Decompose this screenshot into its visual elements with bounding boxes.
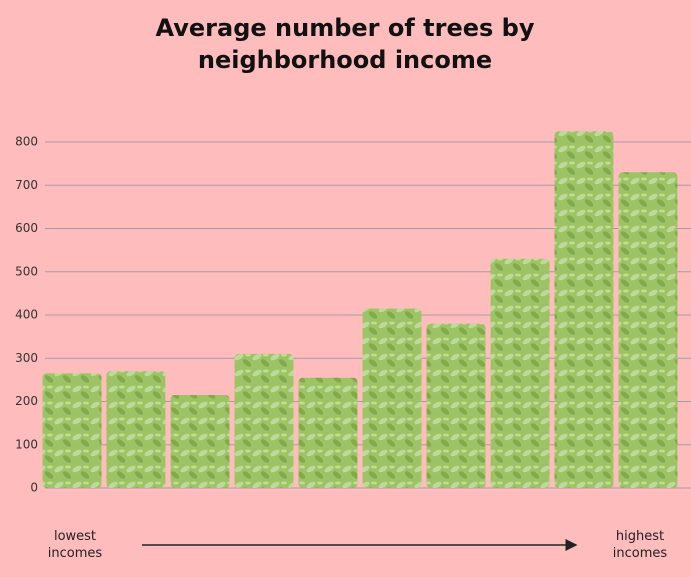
y-tick-label: 700	[15, 178, 38, 192]
bar	[554, 131, 614, 488]
y-tick-label: 600	[15, 221, 38, 235]
annotation: highest incomes	[612, 529, 668, 561]
chart-title: Average number of trees by neighborhood …	[155, 14, 535, 74]
bar	[362, 308, 422, 488]
annotation: lowest incomes	[47, 529, 103, 561]
bar	[490, 258, 550, 488]
bar	[298, 377, 358, 488]
y-tick-label: 800	[15, 135, 38, 149]
y-tick-label: 200	[15, 394, 38, 408]
bar	[106, 371, 166, 488]
bar	[618, 172, 678, 488]
bar	[42, 373, 102, 488]
y-tick-label: 100	[15, 437, 38, 451]
y-tick-label: 0	[30, 481, 38, 495]
bar	[170, 395, 230, 488]
bar	[426, 323, 486, 488]
bar	[234, 353, 294, 488]
y-tick-label: 500	[15, 264, 38, 278]
y-tick-label: 300	[15, 351, 38, 365]
y-tick-label: 400	[15, 308, 38, 322]
